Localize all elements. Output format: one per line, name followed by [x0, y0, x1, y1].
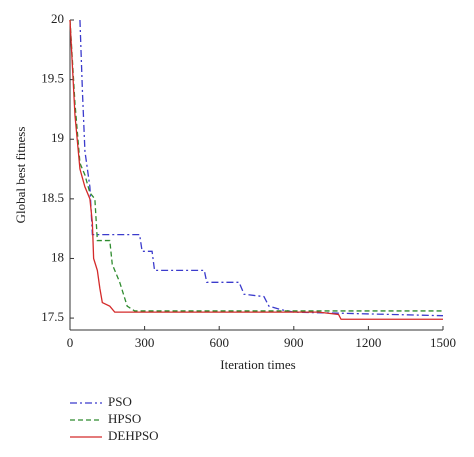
- series-line: [69, 19, 443, 320]
- series-line: [69, 19, 443, 312]
- y-tick-label: 17.5: [41, 309, 64, 324]
- y-axis-label: Global best fitness: [13, 127, 28, 224]
- y-tick-label: 20: [51, 11, 64, 26]
- x-tick-label: 600: [209, 335, 229, 350]
- series-line: [79, 19, 444, 317]
- y-tick-label: 19.5: [41, 71, 64, 86]
- x-tick-label: 1500: [430, 335, 456, 350]
- y-tick-label: 18.5: [41, 190, 64, 205]
- x-tick-label: 1200: [355, 335, 381, 350]
- x-axis-label: Iteration times: [220, 357, 295, 372]
- legend-label: DEHPSO: [108, 428, 159, 443]
- x-tick-label: 900: [284, 335, 304, 350]
- y-tick-label: 18: [51, 249, 64, 264]
- legend-label: HPSO: [108, 411, 141, 426]
- x-tick-label: 0: [67, 335, 74, 350]
- legend-label: PSO: [108, 394, 132, 409]
- x-tick-label: 300: [135, 335, 155, 350]
- y-tick-label: 19: [51, 130, 64, 145]
